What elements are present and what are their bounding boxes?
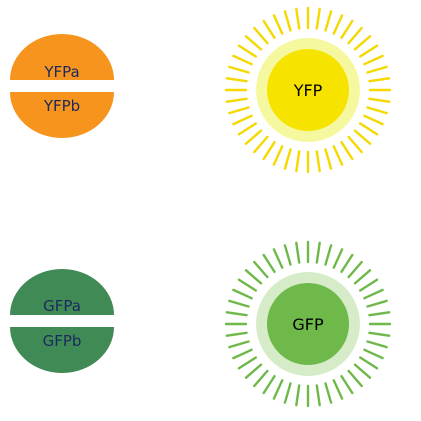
- ray: [324, 148, 333, 170]
- ray: [283, 382, 292, 404]
- ray: [295, 150, 301, 173]
- gfp-protein: GFP: [224, 240, 392, 408]
- ray: [340, 253, 354, 273]
- gfpa-half: [10, 269, 114, 315]
- ray: [253, 260, 269, 279]
- ray: [353, 129, 372, 145]
- yfpa-half: [10, 34, 114, 80]
- ray: [253, 369, 269, 388]
- gfp-rays: [224, 240, 392, 408]
- ray: [232, 288, 253, 300]
- ray: [225, 311, 248, 317]
- ray: [295, 241, 301, 264]
- gfp-halves: GFPa GFPb: [10, 269, 114, 373]
- ray: [353, 35, 372, 51]
- ray: [347, 260, 363, 279]
- ray: [232, 114, 253, 126]
- gfpb-half: [10, 327, 114, 373]
- ray: [359, 356, 379, 370]
- ray: [225, 77, 248, 83]
- ray: [315, 241, 321, 264]
- ray: [272, 248, 284, 269]
- ray: [359, 278, 379, 292]
- ray: [353, 269, 372, 285]
- gfp-label: GFP: [292, 315, 324, 334]
- ray: [283, 10, 292, 32]
- ray: [368, 331, 391, 337]
- ray: [347, 26, 363, 45]
- yfpa-label: YFPa: [43, 63, 79, 81]
- ray: [363, 54, 384, 66]
- ray: [368, 77, 391, 83]
- gfpb-label: GFPb: [43, 332, 82, 350]
- ray: [244, 363, 263, 379]
- gfpa-label: GFPa: [43, 297, 81, 315]
- ray: [244, 269, 263, 285]
- ray: [347, 135, 363, 154]
- yfpb-half: [10, 92, 114, 138]
- ray: [228, 299, 250, 308]
- yfp-protein: YFP: [224, 6, 392, 174]
- gfp-circle: [267, 283, 349, 365]
- ray: [253, 135, 269, 154]
- ray: [353, 363, 372, 379]
- ray: [237, 44, 258, 58]
- ray: [283, 148, 292, 170]
- ray: [272, 145, 284, 166]
- ray: [366, 65, 388, 74]
- ray: [237, 278, 258, 292]
- ray: [363, 348, 384, 360]
- ray: [368, 97, 391, 103]
- ray: [359, 122, 379, 136]
- ray: [262, 253, 276, 273]
- ray: [347, 369, 363, 388]
- yfp-circle: [267, 49, 349, 131]
- ray: [332, 248, 344, 269]
- ray: [262, 19, 276, 39]
- ray: [366, 299, 388, 308]
- ray: [228, 340, 250, 349]
- yfp-rays: [224, 6, 392, 174]
- ray: [237, 122, 258, 136]
- ray: [232, 348, 253, 360]
- ray: [315, 384, 321, 407]
- ray: [237, 356, 258, 370]
- ray: [340, 375, 354, 395]
- yfp-halves: YFPa YFPb: [10, 34, 114, 138]
- ray: [366, 106, 388, 115]
- ray: [262, 140, 276, 161]
- yfp-label: YFP: [293, 81, 323, 100]
- ray: [366, 340, 388, 349]
- ray: [283, 244, 292, 266]
- ray: [225, 97, 248, 103]
- ray: [363, 114, 384, 126]
- ray: [324, 382, 333, 404]
- ray: [262, 375, 276, 395]
- ray: [315, 7, 321, 30]
- ray: [363, 288, 384, 300]
- ray: [332, 145, 344, 166]
- ray: [332, 379, 344, 400]
- ray: [244, 35, 263, 51]
- ray: [232, 54, 253, 66]
- ray: [228, 65, 250, 74]
- ray: [295, 7, 301, 30]
- ray: [324, 244, 333, 266]
- yfpb-label: YFPb: [43, 97, 80, 115]
- ray: [225, 331, 248, 337]
- ray: [368, 311, 391, 317]
- ray: [295, 384, 301, 407]
- ray: [359, 44, 379, 58]
- ray: [332, 14, 344, 35]
- ray: [340, 140, 354, 161]
- ray: [315, 150, 321, 173]
- ray: [272, 14, 284, 35]
- ray: [340, 19, 354, 39]
- ray: [324, 10, 333, 32]
- ray: [228, 106, 250, 115]
- ray: [244, 129, 263, 145]
- ray: [272, 379, 284, 400]
- ray: [253, 26, 269, 45]
